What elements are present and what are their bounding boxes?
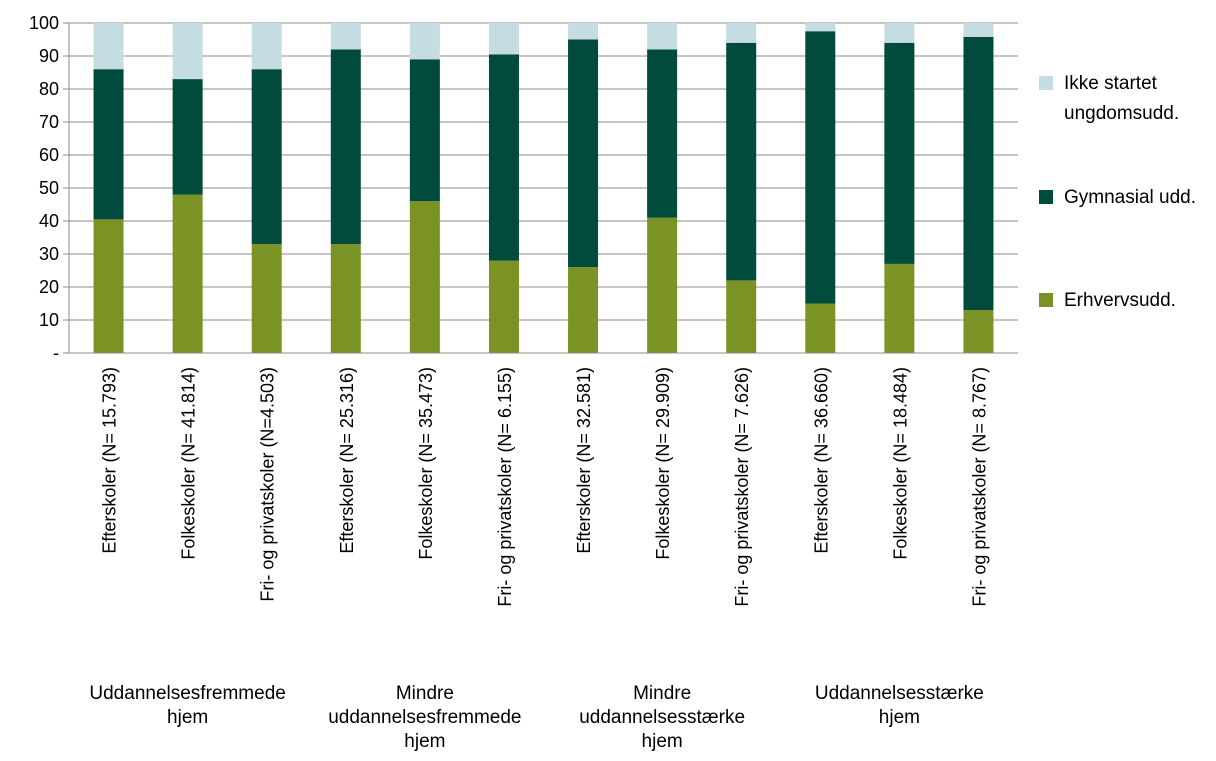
y-tick-label: 70 <box>39 112 59 132</box>
bar-segment-series-2-cat-10 <box>884 23 915 43</box>
y-tick-label: - <box>53 343 59 363</box>
bar-segment-series-2-cat-5 <box>488 23 519 55</box>
y-axis-ticks: - 10 20 30 40 50 60 70 80 90 100 <box>29 13 59 363</box>
bar-segment-series-0-cat-8 <box>726 280 757 353</box>
y-tick-label: 40 <box>39 211 59 231</box>
bar-segment-series-2-cat-8 <box>726 23 757 43</box>
gridlines <box>69 22 1018 321</box>
group-labels: Uddannelsesfremmede hjem Mindre uddannelses… <box>89 683 983 752</box>
bar-segment-series-1-cat-3 <box>330 49 361 245</box>
y-tick-label: 100 <box>29 13 59 33</box>
legend-swatch <box>1039 293 1053 307</box>
bars <box>93 23 994 353</box>
bar-segment-series-2-cat-7 <box>647 23 678 50</box>
bar-segment-series-1-cat-2 <box>251 69 282 245</box>
y-tick-label: 90 <box>39 46 59 66</box>
bar-segment-series-2-cat-9 <box>805 23 836 32</box>
bar-segment-series-2-cat-4 <box>409 23 440 60</box>
bar-segment-series-1-cat-9 <box>805 31 836 304</box>
y-tick-label: 60 <box>39 145 59 165</box>
bar-segment-series-0-cat-7 <box>647 217 678 353</box>
bar-segment-series-1-cat-6 <box>568 39 599 268</box>
bar-segment-series-0-cat-4 <box>409 201 440 353</box>
y-tick-label: 10 <box>39 310 59 330</box>
category-label: Folkeskoler (N= 41.814) <box>179 367 199 560</box>
bar-segment-series-1-cat-7 <box>647 49 678 218</box>
group-label: Uddannelsesstærke hjem <box>815 683 984 728</box>
bar-segment-series-2-cat-0 <box>93 23 124 70</box>
group-label: Mindre uddannelsesstærke hjem <box>579 683 745 752</box>
y-tick-label: 30 <box>39 244 59 264</box>
legend-label: Ikke startet ungdomsudd. <box>1064 73 1179 124</box>
category-label: Efterskoler (N= 25.316) <box>337 367 357 554</box>
category-label: Fri- og privatskoler (N= 7.626) <box>732 367 752 607</box>
y-tick-label: 50 <box>39 178 59 198</box>
bar-segment-series-0-cat-11 <box>963 310 994 353</box>
bar-segment-series-2-cat-2 <box>251 23 282 70</box>
bar-segment-series-0-cat-6 <box>568 267 599 353</box>
bar-segment-series-1-cat-8 <box>726 42 757 281</box>
bar-segment-series-0-cat-2 <box>251 244 282 353</box>
bar-segment-series-2-cat-1 <box>172 23 203 80</box>
legend-label: Erhvervsudd. <box>1064 290 1176 311</box>
bar-segment-series-0-cat-10 <box>884 263 915 353</box>
category-label: Efterskoler (N= 32.581) <box>574 367 594 554</box>
category-label: Folkeskoler (N= 18.484) <box>890 367 910 560</box>
category-labels: Efterskoler (N= 15.793) Folkeskoler (N= 4… <box>100 367 990 607</box>
axes <box>63 22 1018 354</box>
category-label: Efterskoler (N= 15.793) <box>100 367 120 554</box>
category-label: Fri- og privatskoler (N= 8.767) <box>969 367 989 607</box>
legend-swatch <box>1039 190 1053 204</box>
bar-segment-series-1-cat-1 <box>172 79 203 195</box>
bar-segment-series-2-cat-11 <box>963 23 994 37</box>
y-tick-label: 80 <box>39 79 59 99</box>
y-tick-label: 20 <box>39 277 59 297</box>
legend-swatch <box>1039 76 1053 90</box>
category-label: Fri- og privatskoler (N=4.503) <box>258 367 278 602</box>
legend-label: Gymnasial udd. <box>1064 187 1196 208</box>
bar-segment-series-1-cat-5 <box>488 54 519 261</box>
bar-segment-series-0-cat-0 <box>93 219 124 353</box>
bar-segment-series-0-cat-1 <box>172 194 203 353</box>
group-label: Mindre uddannelsesfremmede hjem <box>328 683 521 752</box>
bar-segment-series-1-cat-0 <box>93 69 124 220</box>
bar-segment-series-2-cat-6 <box>568 23 599 40</box>
category-label: Folkeskoler (N= 35.473) <box>416 367 436 560</box>
category-label: Folkeskoler (N= 29.909) <box>653 367 673 560</box>
bar-segment-series-1-cat-10 <box>884 42 915 264</box>
bar-segment-series-1-cat-4 <box>409 59 440 202</box>
legend: Ikke startet ungdomsudd. Gymnasial udd. Erh… <box>1039 73 1196 311</box>
bar-segment-series-1-cat-11 <box>963 36 994 311</box>
bar-segment-series-0-cat-3 <box>330 244 361 353</box>
bar-segment-series-2-cat-3 <box>330 23 361 50</box>
bar-segment-series-0-cat-9 <box>805 303 836 353</box>
category-label: Efterskoler (N= 36.660) <box>811 367 831 554</box>
bar-segment-series-0-cat-5 <box>488 260 519 353</box>
group-label: Uddannelsesfremmede hjem <box>89 683 285 728</box>
category-label: Fri- og privatskoler (N= 6.155) <box>495 367 515 607</box>
